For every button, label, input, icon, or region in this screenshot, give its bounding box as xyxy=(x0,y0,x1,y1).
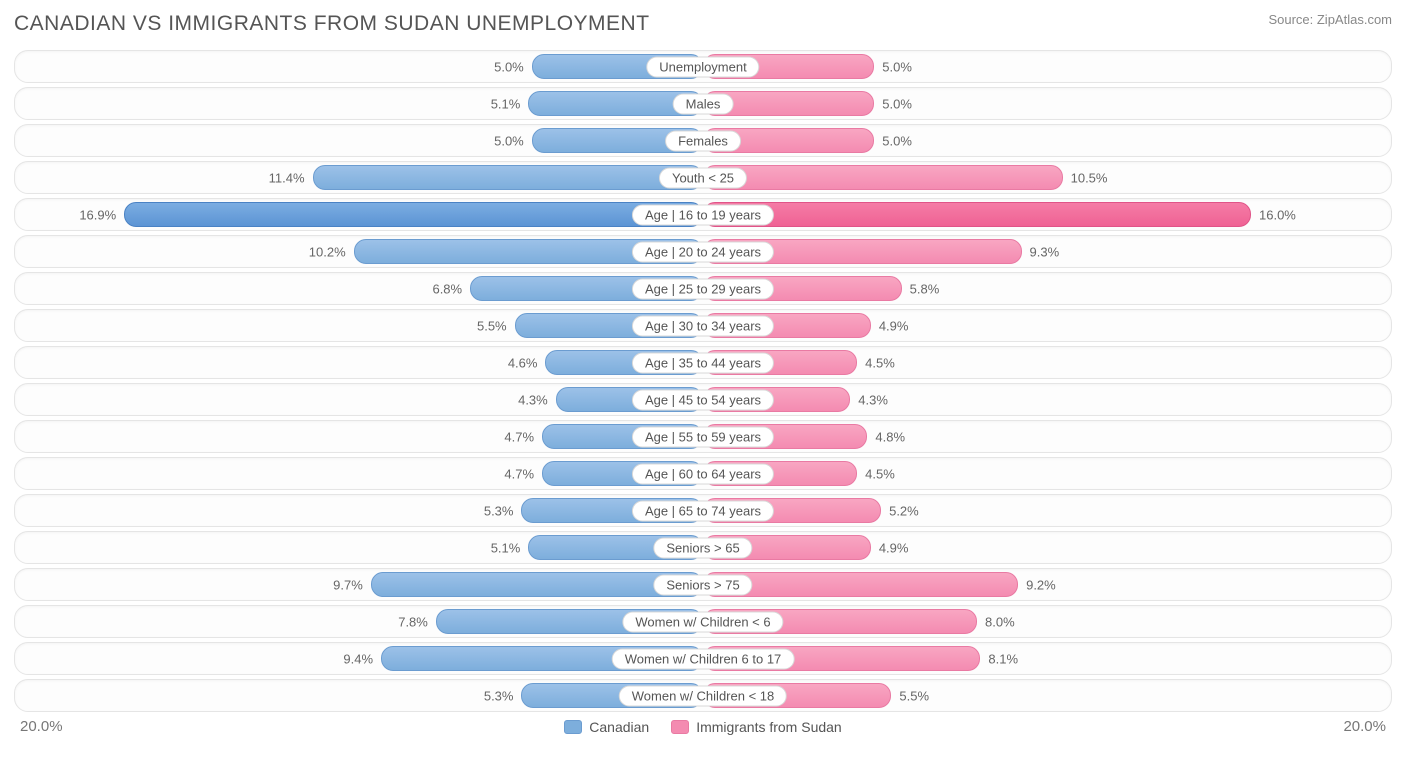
value-label-left: 4.7% xyxy=(504,466,534,481)
category-label: Women w/ Children 6 to 17 xyxy=(612,648,795,669)
chart-row: 5.1% 4.9% Seniors > 65 xyxy=(14,531,1392,564)
value-label-right: 10.5% xyxy=(1071,170,1108,185)
value-label-left: 6.8% xyxy=(432,281,462,296)
value-label-left: 11.4% xyxy=(269,170,305,185)
value-label-right: 4.9% xyxy=(879,318,909,333)
bar-right xyxy=(703,202,1251,227)
chart-source: Source: ZipAtlas.com xyxy=(1268,12,1392,27)
value-label-left: 4.7% xyxy=(504,429,534,444)
value-label-left: 9.4% xyxy=(343,651,373,666)
value-label-right: 8.0% xyxy=(985,614,1015,629)
chart-row: 5.0% 5.0% Females xyxy=(14,124,1392,157)
category-label: Age | 45 to 54 years xyxy=(632,389,774,410)
category-label: Age | 30 to 34 years xyxy=(632,315,774,336)
value-label-left: 10.2% xyxy=(309,244,346,259)
value-label-left: 4.3% xyxy=(518,392,548,407)
chart-footer: 20.0% Canadian Immigrants from Sudan 20.… xyxy=(14,718,1392,735)
value-label-right: 4.8% xyxy=(875,429,905,444)
chart-row: 5.3% 5.5% Women w/ Children < 18 xyxy=(14,679,1392,712)
chart-body: 5.0%5.0%Unemployment5.1%5.0%Males5.0%5.0… xyxy=(14,50,1392,712)
category-label: Age | 35 to 44 years xyxy=(632,352,774,373)
value-label-left: 9.7% xyxy=(333,577,363,592)
legend-item-left: Canadian xyxy=(564,719,649,735)
category-label: Seniors > 75 xyxy=(653,574,752,595)
chart-row: 11.4% 10.5% Youth < 25 xyxy=(14,161,1392,194)
value-label-right: 4.5% xyxy=(865,355,895,370)
value-label-left: 5.1% xyxy=(491,96,521,111)
category-label: Age | 55 to 59 years xyxy=(632,426,774,447)
value-label-right: 5.0% xyxy=(882,96,912,111)
value-label-right: 5.5% xyxy=(899,688,929,703)
chart-row: 5.5% 4.9% Age | 30 to 34 years xyxy=(14,309,1392,342)
category-label: Women w/ Children < 18 xyxy=(619,685,787,706)
chart-row: 4.6% 4.5% Age | 35 to 44 years xyxy=(14,346,1392,379)
value-label-right: 4.9% xyxy=(879,540,909,555)
bar-left xyxy=(124,202,703,227)
chart-row: 16.9% 16.0% Age | 16 to 19 years xyxy=(14,198,1392,231)
value-label-left: 5.1% xyxy=(491,540,521,555)
category-label: Youth < 25 xyxy=(659,167,747,188)
value-label-right: 4.3% xyxy=(858,392,888,407)
chart-row: 7.8% 8.0% Women w/ Children < 6 xyxy=(14,605,1392,638)
legend-swatch-left xyxy=(564,720,582,734)
category-label: Females xyxy=(665,130,741,151)
chart-row: 4.7% 4.8% Age | 55 to 59 years xyxy=(14,420,1392,453)
category-label: Seniors > 65 xyxy=(653,537,752,558)
value-label-left: 7.8% xyxy=(398,614,428,629)
chart-row: 9.7% 9.2% Seniors > 75 xyxy=(14,568,1392,601)
value-label-right: 8.1% xyxy=(988,651,1018,666)
value-label-right: 5.0% xyxy=(882,59,912,74)
legend-label-right: Immigrants from Sudan xyxy=(696,719,842,735)
value-label-right: 9.3% xyxy=(1030,244,1060,259)
category-label: Women w/ Children < 6 xyxy=(622,611,783,632)
value-label-left: 5.5% xyxy=(477,318,507,333)
chart-title: CANADIAN VS IMMIGRANTS FROM SUDAN UNEMPL… xyxy=(14,12,650,36)
chart-row: 5.1% 5.0% Males xyxy=(14,87,1392,120)
axis-max-right: 20.0% xyxy=(1343,718,1386,735)
value-label-left: 5.3% xyxy=(484,688,514,703)
value-label-right: 5.8% xyxy=(910,281,940,296)
category-label: Males xyxy=(673,93,734,114)
value-label-right: 5.0% xyxy=(882,133,912,148)
chart-row: 9.4% 8.1% Women w/ Children 6 to 17 xyxy=(14,642,1392,675)
value-label-left: 5.0% xyxy=(494,133,524,148)
chart-row: 5.0% 5.0% Unemployment xyxy=(14,50,1392,83)
chart-row: 10.2% 9.3% Age | 20 to 24 years xyxy=(14,235,1392,268)
bar-left xyxy=(313,165,703,190)
value-label-left: 16.9% xyxy=(79,207,116,222)
value-label-right: 9.2% xyxy=(1026,577,1056,592)
category-label: Age | 25 to 29 years xyxy=(632,278,774,299)
chart-row: 6.8% 5.8% Age | 25 to 29 years xyxy=(14,272,1392,305)
category-label: Unemployment xyxy=(646,56,759,77)
value-label-right: 16.0% xyxy=(1259,207,1296,222)
chart-row: 5.3% 5.2% Age | 65 to 74 years xyxy=(14,494,1392,527)
value-label-left: 5.3% xyxy=(484,503,514,518)
chart-row: 4.3% 4.3% Age | 45 to 54 years xyxy=(14,383,1392,416)
category-label: Age | 60 to 64 years xyxy=(632,463,774,484)
chart-legend: Canadian Immigrants from Sudan xyxy=(564,719,841,735)
value-label-left: 4.6% xyxy=(508,355,538,370)
category-label: Age | 16 to 19 years xyxy=(632,204,774,225)
value-label-left: 5.0% xyxy=(494,59,524,74)
bar-right xyxy=(703,165,1063,190)
value-label-right: 5.2% xyxy=(889,503,919,518)
chart-header: CANADIAN VS IMMIGRANTS FROM SUDAN UNEMPL… xyxy=(14,12,1392,36)
legend-label-left: Canadian xyxy=(589,719,649,735)
category-label: Age | 20 to 24 years xyxy=(632,241,774,262)
axis-max-left: 20.0% xyxy=(20,718,63,735)
legend-item-right: Immigrants from Sudan xyxy=(671,719,842,735)
chart-row: 4.7% 4.5% Age | 60 to 64 years xyxy=(14,457,1392,490)
category-label: Age | 65 to 74 years xyxy=(632,500,774,521)
legend-swatch-right xyxy=(671,720,689,734)
value-label-right: 4.5% xyxy=(865,466,895,481)
